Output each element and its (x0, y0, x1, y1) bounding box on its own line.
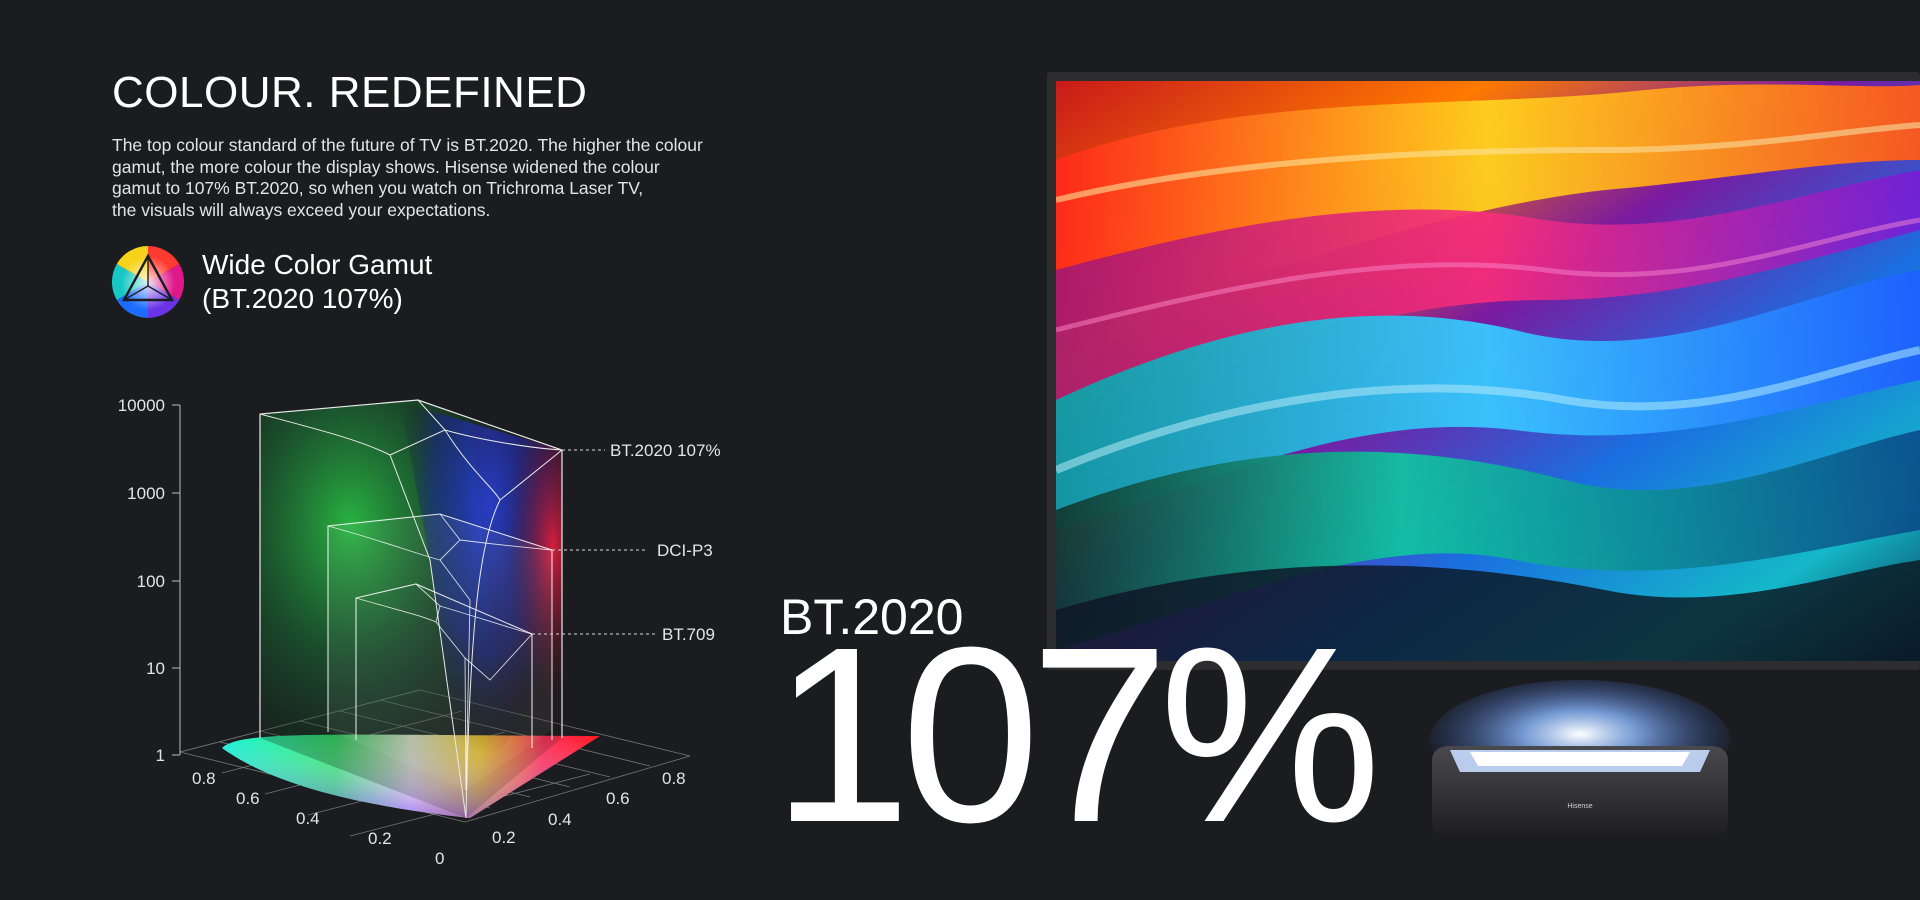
volume-label-dcip3: DCI-P3 (657, 541, 713, 560)
vertical-axis-tick: 1000 (127, 484, 165, 503)
left-floor-axis-tick: 0.6 (236, 789, 260, 808)
left-floor-axis-tick: 0.2 (368, 829, 392, 848)
feature-title-line: Wide Color Gamut (202, 249, 433, 280)
color-gamut-triangle-icon (112, 246, 184, 318)
description-line: the visuals will always exceed your expe… (112, 199, 491, 220)
volume-label-bt709: BT.709 (662, 625, 715, 644)
vertical-axis-tick: 10000 (118, 396, 165, 415)
feature-title: Wide Color Gamut (BT.2020 107%) (202, 248, 432, 316)
laser-projector: Hisense (1430, 680, 1730, 900)
stat-label: BT.2020 (780, 589, 964, 645)
right-floor-axis-tick: 0.4 (548, 810, 572, 829)
volume-label-bt2020: BT.2020 107% (610, 441, 721, 460)
feature-title-line: (BT.2020 107%) (202, 283, 403, 314)
volume-dcip3 (327, 513, 553, 791)
tv-screen (1047, 72, 1920, 670)
stat-value: 107% (772, 595, 1381, 874)
vertical-axis-tick: 10 (146, 659, 165, 678)
description-line: gamut, the more colour the display shows… (112, 156, 660, 177)
volume-bt709 (355, 583, 533, 791)
left-floor-axis-tick: 0.8 (192, 769, 216, 788)
right-floor-axis-tick: 0.8 (662, 769, 686, 788)
projector-brand: Hisense (1567, 803, 1592, 810)
right-floor-axis-tick: 0.2 (492, 828, 516, 847)
volume-bt2020 (259, 399, 563, 819)
description-line: The top colour standard of the future of… (112, 135, 703, 155)
vertical-axis-tick: 100 (137, 572, 165, 591)
description-line: gamut to 107% BT.2020, so when you watch… (112, 178, 644, 198)
right-floor-axis-tick: 0.6 (606, 789, 630, 808)
headline: COLOUR. REDEFINED (112, 68, 588, 117)
left-floor-axis-tick: 0.4 (296, 809, 320, 828)
vertical-axis-tick: 1 (156, 746, 165, 765)
description: The top colour standard of the future of… (112, 135, 792, 221)
left-floor-axis-tick: 0 (435, 849, 444, 868)
color-volume-diagram: 10000 1000 100 10 1 0.8 0.6 0.4 0.2 0 0.… (118, 396, 721, 868)
